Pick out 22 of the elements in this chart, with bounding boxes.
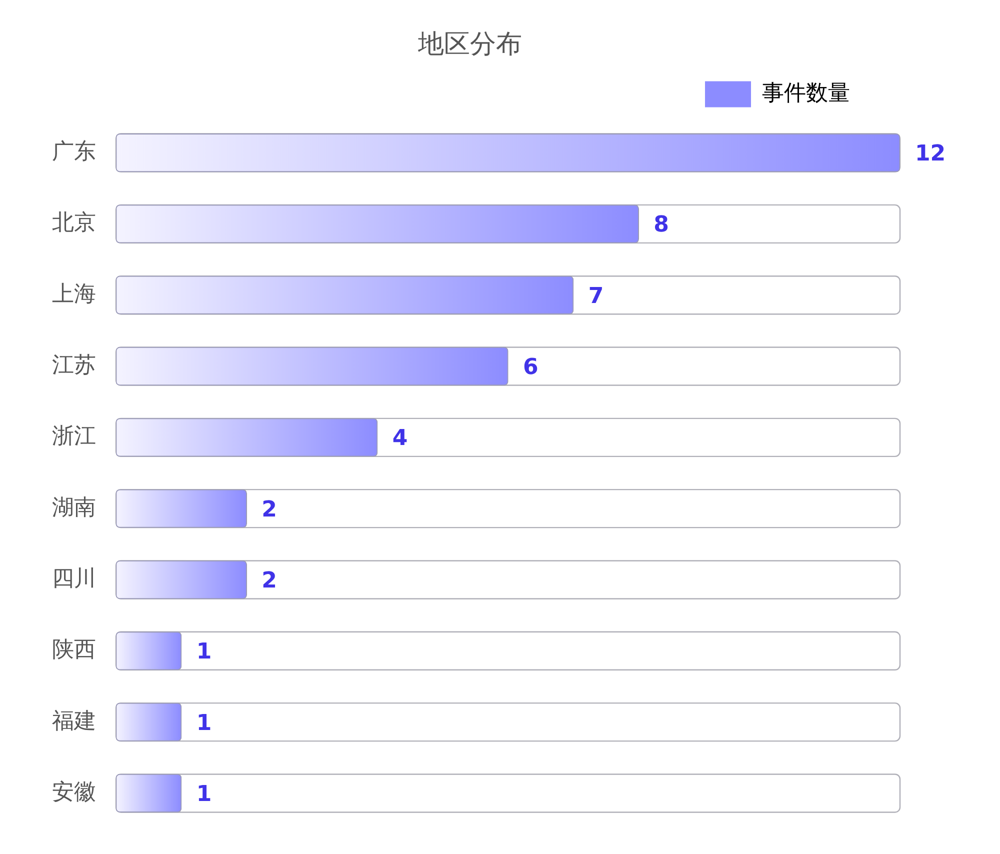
data-label: 6	[523, 354, 538, 380]
data-label: 8	[654, 212, 669, 238]
y-tick-label: 江苏	[52, 352, 96, 378]
y-tick-label: 浙江	[52, 424, 96, 450]
y-tick-label: 四川	[52, 566, 96, 592]
y-tick-label: 陕西	[52, 638, 96, 663]
y-tick-label: 湖南	[52, 495, 96, 520]
data-label: 1	[196, 710, 212, 736]
data-label: 1	[196, 640, 212, 665]
y-tick-label: 广东	[52, 140, 96, 164]
data-label: 2	[262, 568, 277, 594]
data-label: 4	[392, 426, 408, 452]
legend-label: 事件数量	[762, 80, 850, 106]
data-label: 7	[588, 284, 604, 309]
chart-title: 地区分布	[417, 29, 522, 60]
y-tick-label: 上海	[52, 282, 96, 307]
data-label: 12	[915, 142, 946, 166]
y-tick-label: 安徽	[52, 780, 96, 805]
data-label: 2	[262, 497, 277, 522]
data-label: 1	[196, 782, 212, 807]
y-tick-label: 福建	[52, 708, 96, 734]
y-tick-label: 北京	[52, 210, 96, 236]
